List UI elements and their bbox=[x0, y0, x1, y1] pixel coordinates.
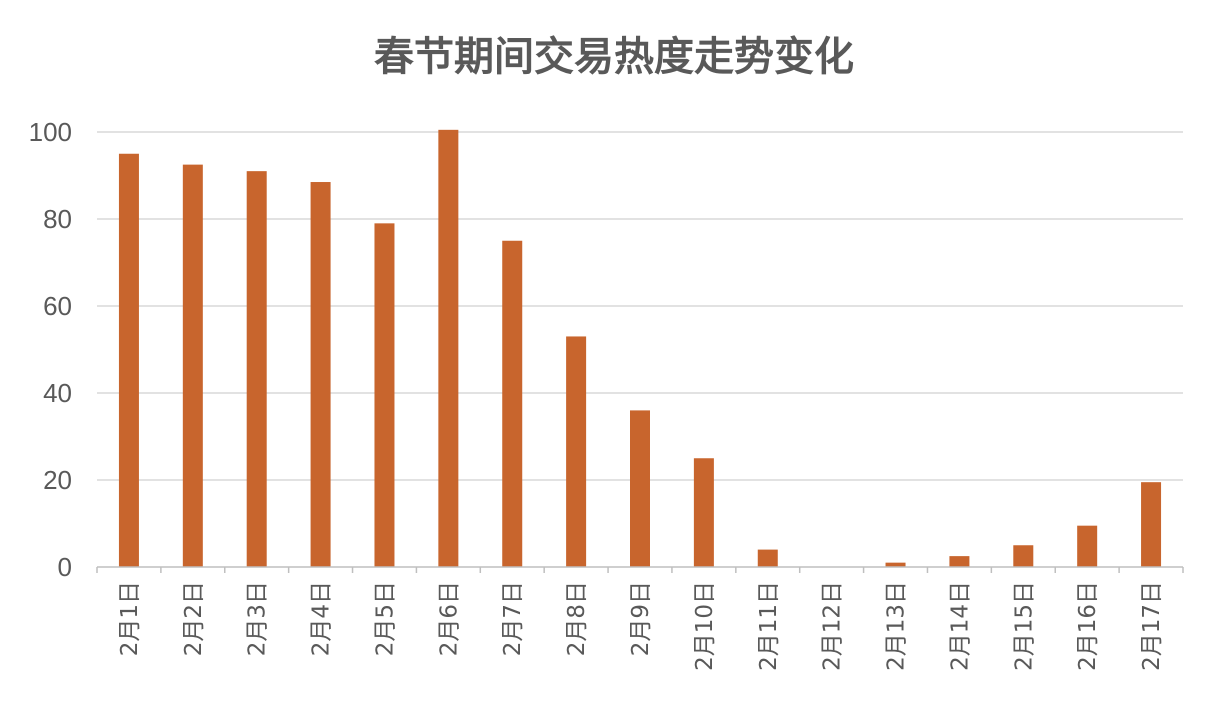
bar bbox=[1077, 525, 1098, 567]
bar bbox=[118, 153, 139, 567]
bar bbox=[1013, 545, 1034, 567]
x-tick-label: 2月9日 bbox=[628, 581, 654, 656]
bar bbox=[502, 240, 523, 567]
x-tick-label: 2月14日 bbox=[947, 581, 973, 671]
x-tick-label: 2月5日 bbox=[372, 581, 398, 656]
x-tick-label: 2月12日 bbox=[820, 581, 846, 671]
y-axis-ticks: 0 20 40 60 80 100 bbox=[29, 117, 72, 582]
y-tick-label: 60 bbox=[43, 291, 72, 321]
bar bbox=[757, 549, 778, 567]
y-tick-label: 100 bbox=[29, 117, 72, 147]
x-tick-label: 2月3日 bbox=[245, 581, 271, 656]
bar bbox=[566, 336, 587, 567]
x-tick-label: 2月16日 bbox=[1075, 581, 1101, 671]
y-tick-label: 40 bbox=[43, 378, 72, 408]
bar bbox=[374, 223, 395, 567]
bars bbox=[118, 129, 1162, 567]
y-tick-label: 80 bbox=[43, 204, 72, 234]
chart-title: 春节期间交易热度走势变化 bbox=[374, 34, 854, 80]
x-tick-label: 2月6日 bbox=[436, 581, 462, 656]
x-tick-label: 2月4日 bbox=[309, 581, 335, 656]
x-tick-label: 2月2日 bbox=[181, 581, 207, 656]
x-tick-label: 2月15日 bbox=[1011, 581, 1037, 671]
bar bbox=[310, 182, 331, 567]
bar bbox=[885, 562, 906, 567]
x-tick-label: 2月10日 bbox=[692, 581, 718, 671]
x-tick-label: 2月13日 bbox=[884, 581, 910, 671]
bar bbox=[438, 129, 459, 567]
x-tick-label: 2月7日 bbox=[500, 581, 526, 656]
bar bbox=[1141, 482, 1162, 567]
bar bbox=[182, 164, 203, 567]
x-axis-ticks: 2月1日 2月2日 2月3日 2月4日 2月5日 2月6日 2月7日 2月8日 2月9日 2月10… bbox=[96, 567, 1184, 671]
y-tick-label: 20 bbox=[43, 465, 72, 495]
x-tick-label: 2月8日 bbox=[564, 581, 590, 656]
bar bbox=[246, 171, 267, 567]
bar bbox=[630, 410, 650, 567]
x-tick-label: 2月11日 bbox=[756, 581, 782, 671]
x-tick-label: 2月17日 bbox=[1139, 581, 1165, 671]
x-tick-label: 2月1日 bbox=[117, 581, 143, 656]
bar bbox=[693, 458, 714, 567]
gridlines bbox=[97, 131, 1183, 481]
y-tick-label: 0 bbox=[58, 552, 72, 582]
bar bbox=[949, 556, 970, 567]
